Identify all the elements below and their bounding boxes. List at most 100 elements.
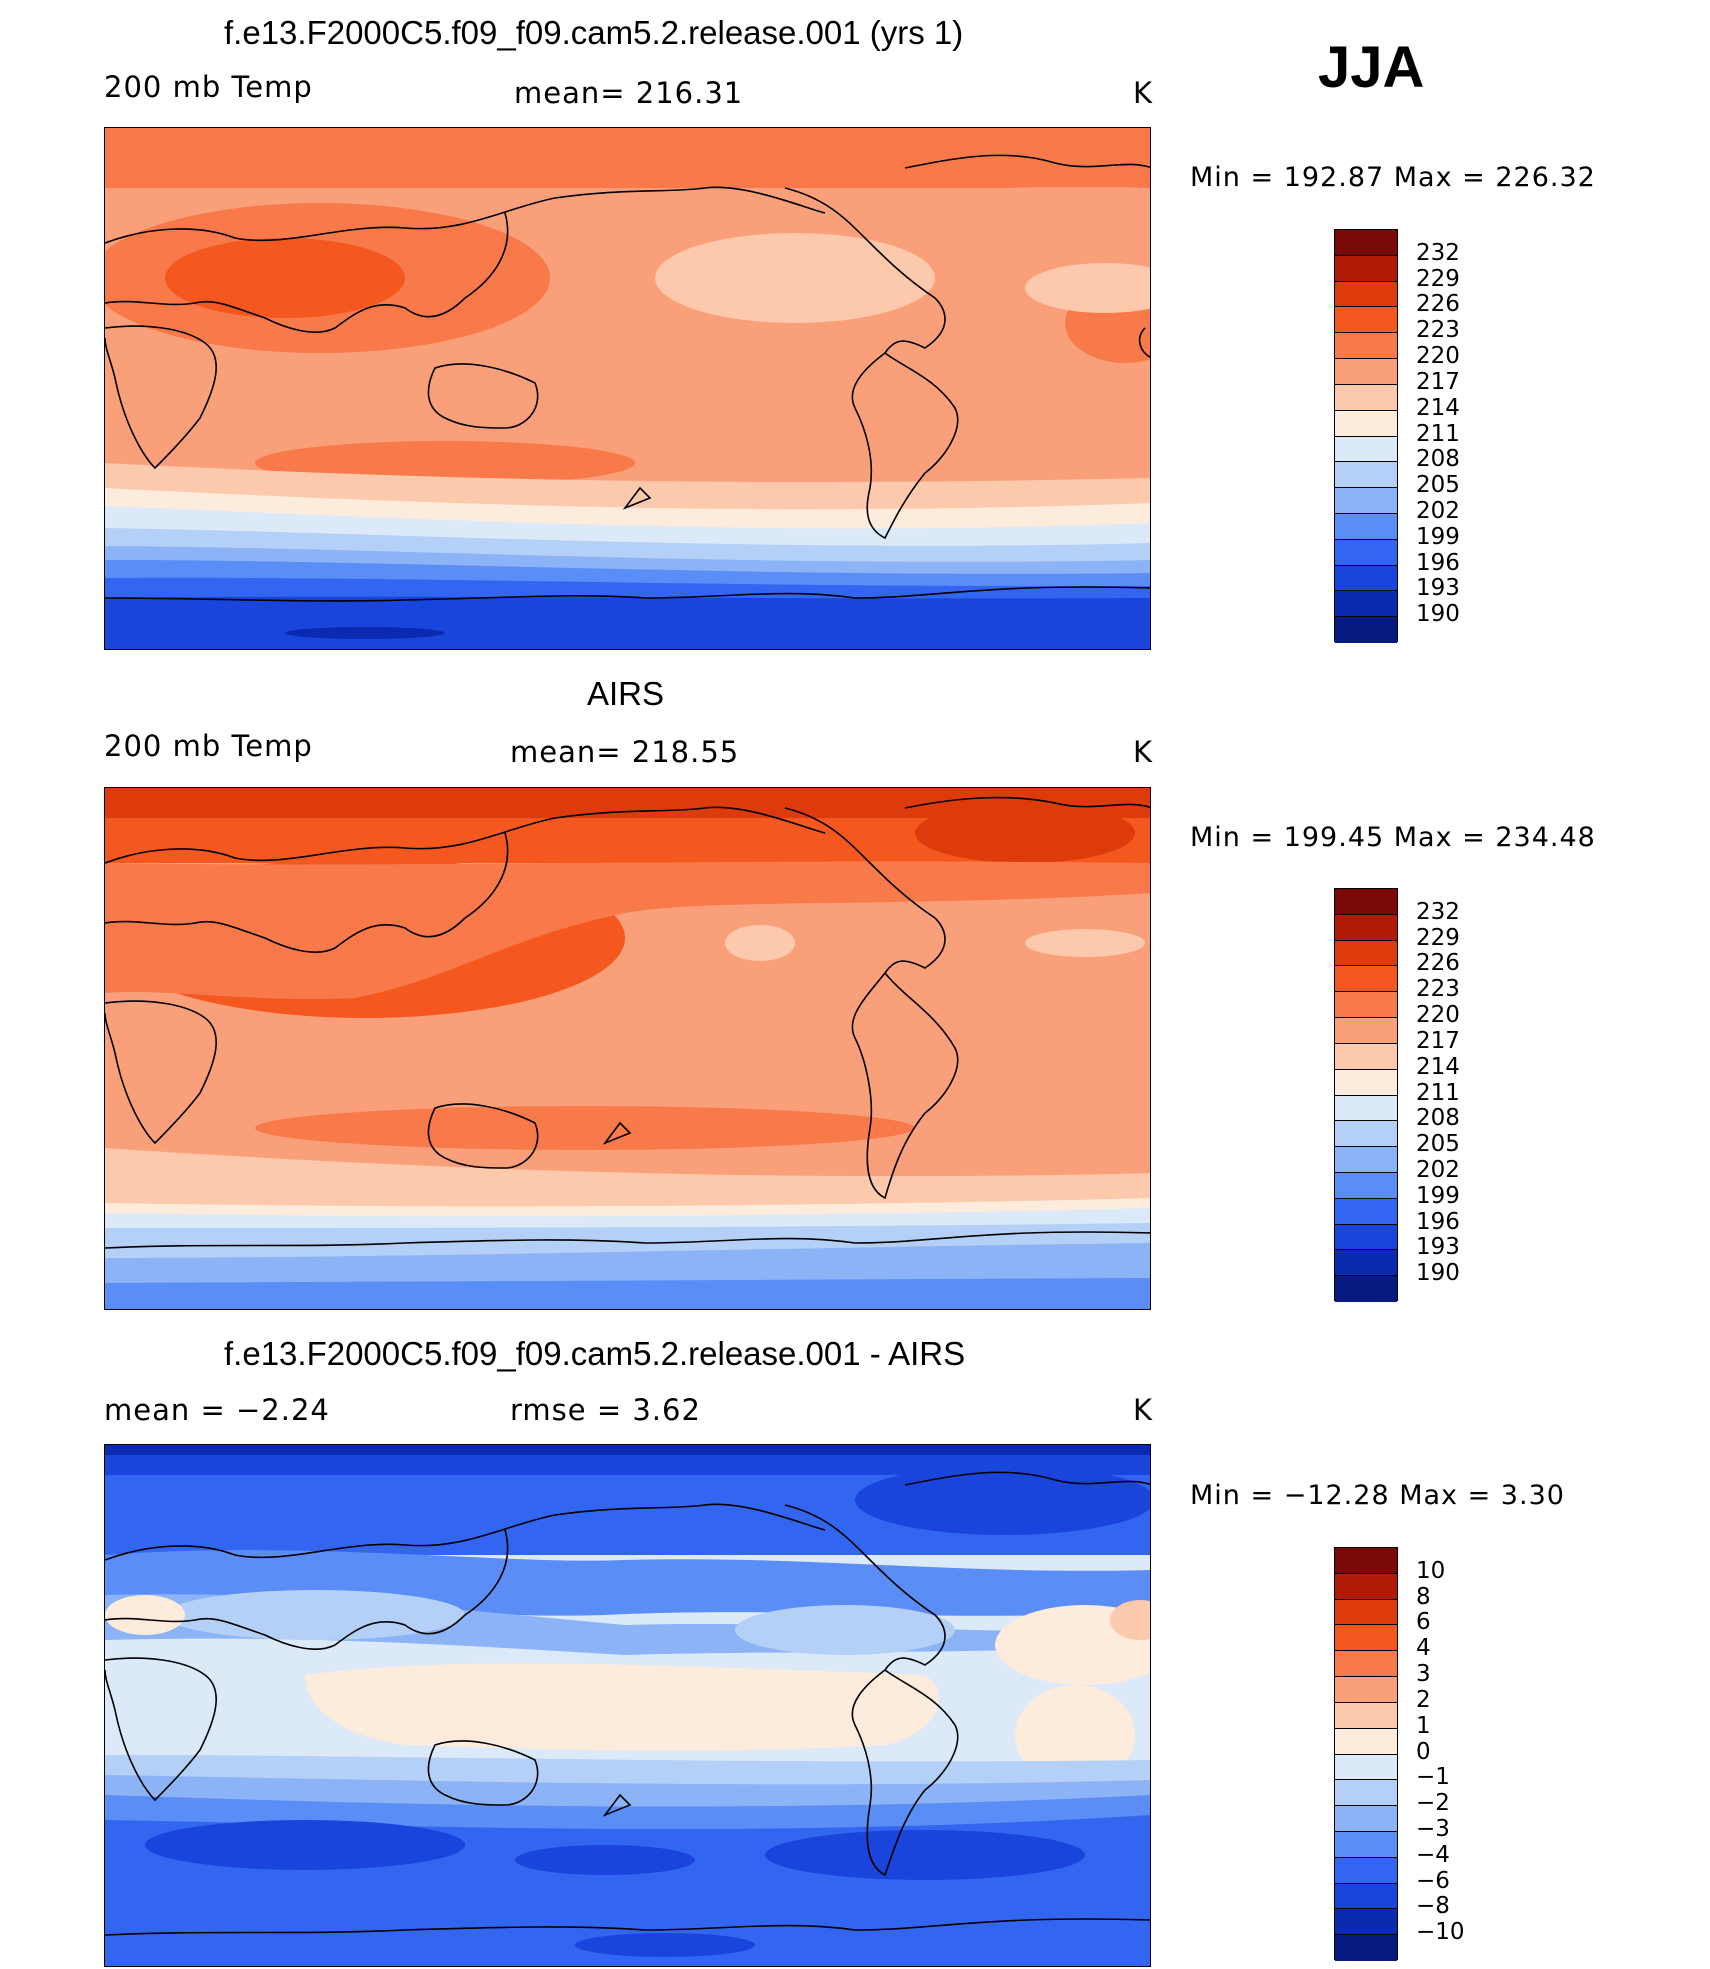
colorbar-swatch xyxy=(1335,1276,1397,1302)
colorbar-swatch xyxy=(1335,1806,1397,1832)
panel3-map-svg xyxy=(105,1445,1150,1966)
colorbar-tick-label: −2 xyxy=(1416,1790,1450,1817)
colorbar-tick-label: 8 xyxy=(1416,1583,1431,1610)
panel1-variable-label: 200 mb Temp xyxy=(104,70,313,104)
colorbar-swatch xyxy=(1335,966,1397,993)
colorbar-swatch xyxy=(1335,1857,1397,1884)
colorbar-swatch xyxy=(1335,1754,1397,1781)
colorbar-swatch xyxy=(1335,1831,1397,1858)
colorbar-swatch xyxy=(1335,1702,1397,1729)
colorbar-tick-label: 226 xyxy=(1416,291,1460,318)
colorbar-swatch xyxy=(1335,1018,1397,1044)
colorbar-tick-label: 10 xyxy=(1416,1557,1446,1584)
colorbar-swatch xyxy=(1335,410,1397,437)
colorbar-swatch xyxy=(1335,1677,1397,1703)
colorbar-tick-label: 223 xyxy=(1416,976,1460,1003)
colorbar-tick-label: 202 xyxy=(1416,497,1460,524)
colorbar-tick-label: 1 xyxy=(1416,1712,1431,1739)
panel3-map xyxy=(104,1444,1151,1967)
panel2-units: K xyxy=(1133,735,1154,769)
colorbar-tick-label: 2 xyxy=(1416,1686,1431,1713)
colorbar-swatch xyxy=(1335,1651,1397,1678)
colorbar-tick-label: 196 xyxy=(1416,549,1460,576)
colorbar-swatch xyxy=(1335,1224,1397,1251)
colorbar-tick-label: 208 xyxy=(1416,1105,1460,1132)
colorbar-tick-label: 220 xyxy=(1416,343,1460,370)
colorbar-tick-label: 4 xyxy=(1416,1635,1431,1662)
colorbar-swatch xyxy=(1335,333,1397,360)
colorbar-tick-label: 214 xyxy=(1416,394,1460,421)
season-label: JJA xyxy=(1318,35,1425,100)
panel1-units: K xyxy=(1133,76,1154,110)
colorbar-tick-label: 199 xyxy=(1416,523,1460,550)
colorbar-tick-label: 211 xyxy=(1416,420,1460,447)
colorbar-tick-label: −1 xyxy=(1416,1764,1450,1791)
panel1-map xyxy=(104,127,1151,650)
colorbar-swatch xyxy=(1335,359,1397,385)
colorbar-swatch xyxy=(1335,436,1397,463)
colorbar-swatch xyxy=(1335,940,1397,967)
colorbar-swatch xyxy=(1335,1250,1397,1277)
colorbar-tick-label: 229 xyxy=(1416,924,1460,951)
panel2-mean-label: mean= 218.55 xyxy=(510,735,740,769)
colorbar-swatch xyxy=(1335,1172,1397,1199)
colorbar-swatch xyxy=(1335,255,1397,282)
colorbar-swatch xyxy=(1335,1147,1397,1173)
colorbar-swatch xyxy=(1335,617,1397,643)
colorbar-swatch xyxy=(1335,565,1397,592)
colorbar-tick-label: −6 xyxy=(1416,1867,1450,1894)
colorbar-tick-label: 190 xyxy=(1416,1260,1460,1287)
colorbar-tick-label: −3 xyxy=(1416,1815,1450,1842)
colorbar-swatch xyxy=(1335,230,1397,256)
colorbar-swatch xyxy=(1335,384,1397,411)
colorbar-swatch xyxy=(1335,1121,1397,1148)
colorbar-swatch xyxy=(1335,914,1397,941)
colorbar-tick-label: 220 xyxy=(1416,1002,1460,1029)
colorbar-tick-label: 211 xyxy=(1416,1079,1460,1106)
colorbar-swatch xyxy=(1335,1780,1397,1807)
panel3-rmse-label: rmse = 3.62 xyxy=(510,1393,701,1427)
colorbar-tick-label: 190 xyxy=(1416,601,1460,628)
panel1-colorbar xyxy=(1334,229,1398,643)
panel1-map-svg xyxy=(105,128,1150,649)
colorbar-swatch xyxy=(1335,1625,1397,1652)
colorbar-tick-label: 193 xyxy=(1416,1234,1460,1261)
colorbar-tick-label: 217 xyxy=(1416,368,1460,395)
panel3-colorbar xyxy=(1334,1547,1398,1961)
colorbar-tick-label: 217 xyxy=(1416,1027,1460,1054)
colorbar-swatch xyxy=(1335,307,1397,334)
colorbar-tick-label: 193 xyxy=(1416,575,1460,602)
colorbar-tick-label: 3 xyxy=(1416,1661,1431,1688)
colorbar-tick-label: 0 xyxy=(1416,1738,1431,1765)
panel3-mean-label: mean = −2.24 xyxy=(104,1393,330,1427)
colorbar-swatch xyxy=(1335,513,1397,540)
panel1-title: f.e13.F2000C5.f09_f09.cam5.2.release.001… xyxy=(224,14,964,51)
colorbar-tick-label: 232 xyxy=(1416,239,1460,266)
panel2-map-svg xyxy=(105,788,1150,1309)
colorbar-swatch xyxy=(1335,539,1397,566)
panel2-map xyxy=(104,787,1151,1310)
panel2-colorbar xyxy=(1334,888,1398,1302)
colorbar-tick-label: 232 xyxy=(1416,898,1460,925)
colorbar-swatch xyxy=(1335,488,1397,514)
colorbar-swatch xyxy=(1335,281,1397,308)
panel2-title: AIRS xyxy=(587,675,665,712)
colorbar-swatch xyxy=(1335,1043,1397,1070)
colorbar-swatch xyxy=(1335,889,1397,915)
colorbar-swatch xyxy=(1335,1883,1397,1910)
colorbar-tick-label: 202 xyxy=(1416,1156,1460,1183)
panel1-mean-label: mean= 216.31 xyxy=(514,76,744,110)
colorbar-tick-label: −4 xyxy=(1416,1841,1450,1868)
colorbar-swatch xyxy=(1335,1095,1397,1122)
colorbar-swatch xyxy=(1335,1728,1397,1755)
colorbar-tick-label: 199 xyxy=(1416,1182,1460,1209)
panel3-min-max: Min = −12.28 Max = 3.30 xyxy=(1190,1480,1565,1511)
colorbar-tick-label: 6 xyxy=(1416,1609,1431,1636)
colorbar-swatch xyxy=(1335,462,1397,489)
panel3-units: K xyxy=(1133,1393,1154,1427)
colorbar-tick-label: 214 xyxy=(1416,1053,1460,1080)
colorbar-swatch xyxy=(1335,1935,1397,1961)
colorbar-tick-label: −8 xyxy=(1416,1893,1450,1920)
colorbar-swatch xyxy=(1335,1548,1397,1574)
colorbar-swatch xyxy=(1335,1599,1397,1626)
